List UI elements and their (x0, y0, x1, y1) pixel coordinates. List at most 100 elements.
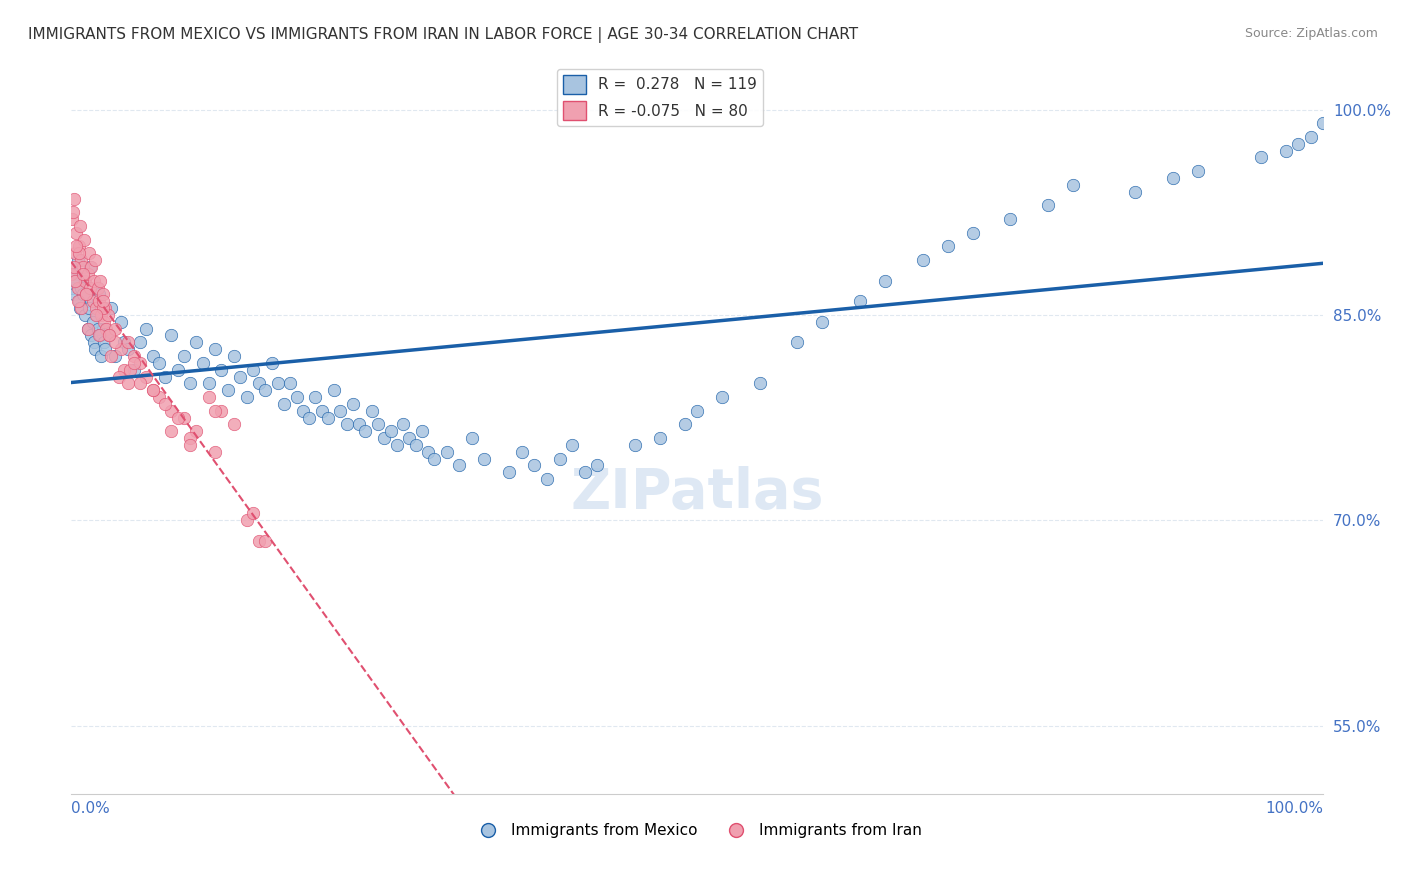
Point (461, 431, 484, 445)
Point (449, 458, 471, 473)
Point (849, 294, 872, 309)
Point (76, 321, 98, 335)
Point (91, 321, 114, 335)
Point (79, 260, 101, 274)
Point (67, 246, 90, 260)
Point (260, 356, 283, 370)
Point (73, 233, 96, 247)
Point (285, 390, 308, 404)
Point (91, 287, 114, 301)
Point (104, 349, 127, 363)
Point (423, 451, 446, 466)
Point (204, 445, 226, 459)
Point (79, 280, 101, 294)
Point (66, 253, 89, 268)
Point (1187, 164, 1209, 178)
Point (298, 410, 321, 425)
Point (73, 308, 96, 322)
Point (242, 507, 264, 521)
Point (110, 342, 132, 356)
Point (77, 301, 100, 315)
Point (1286, 136, 1309, 151)
Point (153, 369, 176, 384)
Point (254, 533, 277, 548)
Point (191, 356, 214, 370)
Point (84, 253, 107, 268)
Point (67, 239, 90, 253)
Point (117, 342, 139, 356)
Point (122, 362, 145, 376)
Point (122, 349, 145, 363)
Point (84, 308, 107, 322)
Point (96, 321, 118, 335)
Point (90, 308, 112, 322)
Point (474, 451, 496, 466)
Point (75, 294, 97, 309)
Point (160, 403, 183, 417)
Text: Source: ZipAtlas.com: Source: ZipAtlas.com (1244, 27, 1378, 40)
Point (179, 431, 201, 445)
Point (96, 308, 118, 322)
Point (66, 280, 89, 294)
Point (304, 390, 326, 404)
Point (62, 205, 84, 219)
Point (523, 458, 546, 473)
Point (91, 294, 114, 309)
Point (347, 417, 370, 432)
Point (498, 466, 520, 480)
Point (179, 376, 201, 391)
Point (962, 226, 984, 240)
Point (80, 260, 103, 274)
Point (211, 362, 233, 376)
Text: IMMIGRANTS FROM MEXICO VS IMMIGRANTS FROM IRAN IN LABOR FORCE | AGE 30-34 CORREL: IMMIGRANTS FROM MEXICO VS IMMIGRANTS FRO… (28, 27, 858, 43)
Point (1000, 212, 1022, 227)
Point (117, 335, 139, 350)
Point (160, 328, 183, 343)
Point (60, 267, 83, 281)
Point (66, 294, 89, 309)
Point (76, 321, 98, 335)
Point (510, 445, 533, 459)
Point (87, 287, 110, 301)
Point (142, 383, 165, 397)
Point (84, 342, 107, 356)
Point (1161, 171, 1184, 186)
Point (148, 356, 170, 370)
Point (70, 280, 93, 294)
Point (1274, 144, 1296, 158)
Point (1312, 116, 1334, 130)
Point (411, 424, 433, 438)
Point (83, 335, 105, 350)
Point (936, 239, 959, 253)
Point (373, 431, 395, 445)
Point (72, 267, 94, 281)
Point (65, 239, 87, 253)
Point (291, 403, 314, 417)
Point (69, 219, 91, 233)
Point (235, 390, 257, 404)
Point (82, 315, 104, 329)
Point (173, 349, 195, 363)
Point (198, 390, 221, 404)
Point (235, 513, 257, 527)
Point (65, 274, 87, 288)
Point (367, 417, 389, 432)
Point (873, 274, 896, 288)
Point (97, 328, 120, 343)
Point (82, 294, 104, 309)
Text: ZIPatlas: ZIPatlas (571, 466, 824, 520)
Point (135, 369, 157, 384)
Point (160, 424, 183, 438)
Point (94, 342, 117, 356)
Point (336, 417, 359, 432)
Point (586, 458, 609, 473)
Point (385, 438, 408, 452)
Point (673, 417, 696, 432)
Point (1299, 130, 1322, 145)
Point (63, 246, 86, 260)
Point (342, 397, 364, 411)
Point (84, 301, 107, 315)
Point (548, 451, 571, 466)
Point (536, 472, 558, 486)
Point (87, 294, 110, 309)
